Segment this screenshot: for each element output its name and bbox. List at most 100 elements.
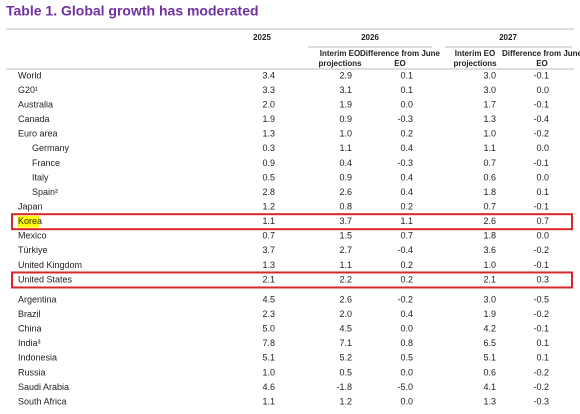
cell-value: 1.2 <box>262 202 275 212</box>
cell-value: -0.3 <box>397 158 413 168</box>
cell-value: -0.2 <box>533 382 549 392</box>
cell-value: 2.3 <box>262 309 275 319</box>
cell-value: 3.6 <box>483 245 496 255</box>
cell-value: 0.4 <box>400 143 413 153</box>
cell-value: 2.9 <box>339 70 352 80</box>
cell-value: -0.2 <box>533 309 549 319</box>
cell-value: 2.1 <box>483 274 496 284</box>
row-label: World <box>18 70 41 80</box>
cell-value: 0.5 <box>262 172 275 182</box>
cell-value: 1.9 <box>262 114 275 124</box>
cell-value: 2.6 <box>339 187 352 197</box>
cell-value: 4.1 <box>483 382 496 392</box>
cell-value: 4.6 <box>262 382 275 392</box>
cell-value: 0.4 <box>339 158 352 168</box>
cell-value: 1.7 <box>483 100 496 110</box>
cell-value: -0.1 <box>533 100 549 110</box>
cell-value: 0.1 <box>536 338 549 348</box>
cell-value: -0.1 <box>533 324 549 334</box>
cell-value: 1.1 <box>262 216 275 226</box>
row-label: G20¹ <box>18 85 38 95</box>
cell-value: 1.0 <box>339 129 352 139</box>
cell-value: 0.7 <box>400 231 413 241</box>
row-label: Germany <box>32 143 70 153</box>
cell-value: 3.0 <box>483 85 496 95</box>
sub-header: Interim EO projections <box>318 49 362 68</box>
cell-value: 3.4 <box>262 70 275 80</box>
year-header: 2025 <box>253 33 271 42</box>
row-outline <box>11 213 573 231</box>
cell-value: -0.1 <box>533 202 549 212</box>
cell-value: 0.9 <box>339 114 352 124</box>
cell-value: 3.0 <box>483 70 496 80</box>
cell-value: 1.3 <box>262 260 275 270</box>
cell-value: 0.7 <box>262 231 275 241</box>
cell-value: 0.0 <box>400 100 413 110</box>
row-label: Spain² <box>32 187 58 197</box>
cell-value: 0.1 <box>536 353 549 363</box>
cell-value: 1.5 <box>339 231 352 241</box>
cell-value: 1.1 <box>262 396 275 406</box>
cell-value: 5.0 <box>262 324 275 334</box>
cell-value: 1.0 <box>483 129 496 139</box>
cell-value: 1.8 <box>483 187 496 197</box>
cell-value: 0.0 <box>400 367 413 377</box>
cell-value: 5.1 <box>262 353 275 363</box>
cell-value: 0.4 <box>400 172 413 182</box>
year-header: 2026 <box>361 33 379 42</box>
row-label: Italy <box>32 172 49 182</box>
cell-value: 4.5 <box>339 324 352 334</box>
cell-value: 0.5 <box>339 367 352 377</box>
cell-value: -0.1 <box>533 260 549 270</box>
cell-value: 0.3 <box>262 143 275 153</box>
cell-value: -0.2 <box>533 129 549 139</box>
row-label: South Africa <box>18 396 67 406</box>
cell-value: -0.2 <box>533 367 549 377</box>
cell-value: -0.3 <box>397 114 413 124</box>
cell-value: 7.8 <box>262 338 275 348</box>
cell-value: 0.7 <box>483 202 496 212</box>
cell-value: 3.7 <box>339 216 352 226</box>
cell-value: 3.0 <box>483 294 496 304</box>
row-label: Australia <box>18 100 53 110</box>
cell-value: 0.4 <box>400 187 413 197</box>
row-label: Türkiye <box>18 245 48 255</box>
cell-value: 2.1 <box>262 274 275 284</box>
cell-value: 2.8 <box>262 187 275 197</box>
cell-value: -0.3 <box>533 396 549 406</box>
cell-value: 0.1 <box>536 187 549 197</box>
cell-value: -0.2 <box>397 294 413 304</box>
cell-value: 0.8 <box>339 202 352 212</box>
cell-value: 0.9 <box>339 172 352 182</box>
cell-value: 0.0 <box>536 143 549 153</box>
row-outline <box>11 271 573 289</box>
cell-value: 0.5 <box>400 353 413 363</box>
cell-value: 4.2 <box>483 324 496 334</box>
cell-value: 5.1 <box>483 353 496 363</box>
cell-value: 3.1 <box>339 85 352 95</box>
cell-value: 1.1 <box>483 143 496 153</box>
cell-value: 1.0 <box>262 367 275 377</box>
row-label: Russia <box>18 367 46 377</box>
sub-header: Difference from June EO <box>502 49 580 68</box>
row-label: Brazil <box>18 309 41 319</box>
cell-value: 6.5 <box>483 338 496 348</box>
table-title: Table 1. Global growth has moderated <box>6 3 259 19</box>
cell-value: 0.7 <box>536 216 549 226</box>
cell-value: 0.7 <box>483 158 496 168</box>
row-label: India³ <box>18 338 41 348</box>
cell-value: 1.3 <box>483 396 496 406</box>
cell-value: 0.2 <box>400 202 413 212</box>
cell-value: 1.9 <box>483 309 496 319</box>
cell-value: -1.8 <box>336 382 352 392</box>
cell-value: 0.3 <box>536 274 549 284</box>
row-label: Argentina <box>18 294 57 304</box>
row-label: United Kingdom <box>18 260 82 270</box>
cell-value: 0.6 <box>483 172 496 182</box>
cell-value: 1.0 <box>483 260 496 270</box>
row-label: United States <box>18 274 73 284</box>
cell-value: 1.2 <box>339 396 352 406</box>
sub-header: Interim EO projections <box>453 49 497 68</box>
cell-value: 1.3 <box>483 114 496 124</box>
